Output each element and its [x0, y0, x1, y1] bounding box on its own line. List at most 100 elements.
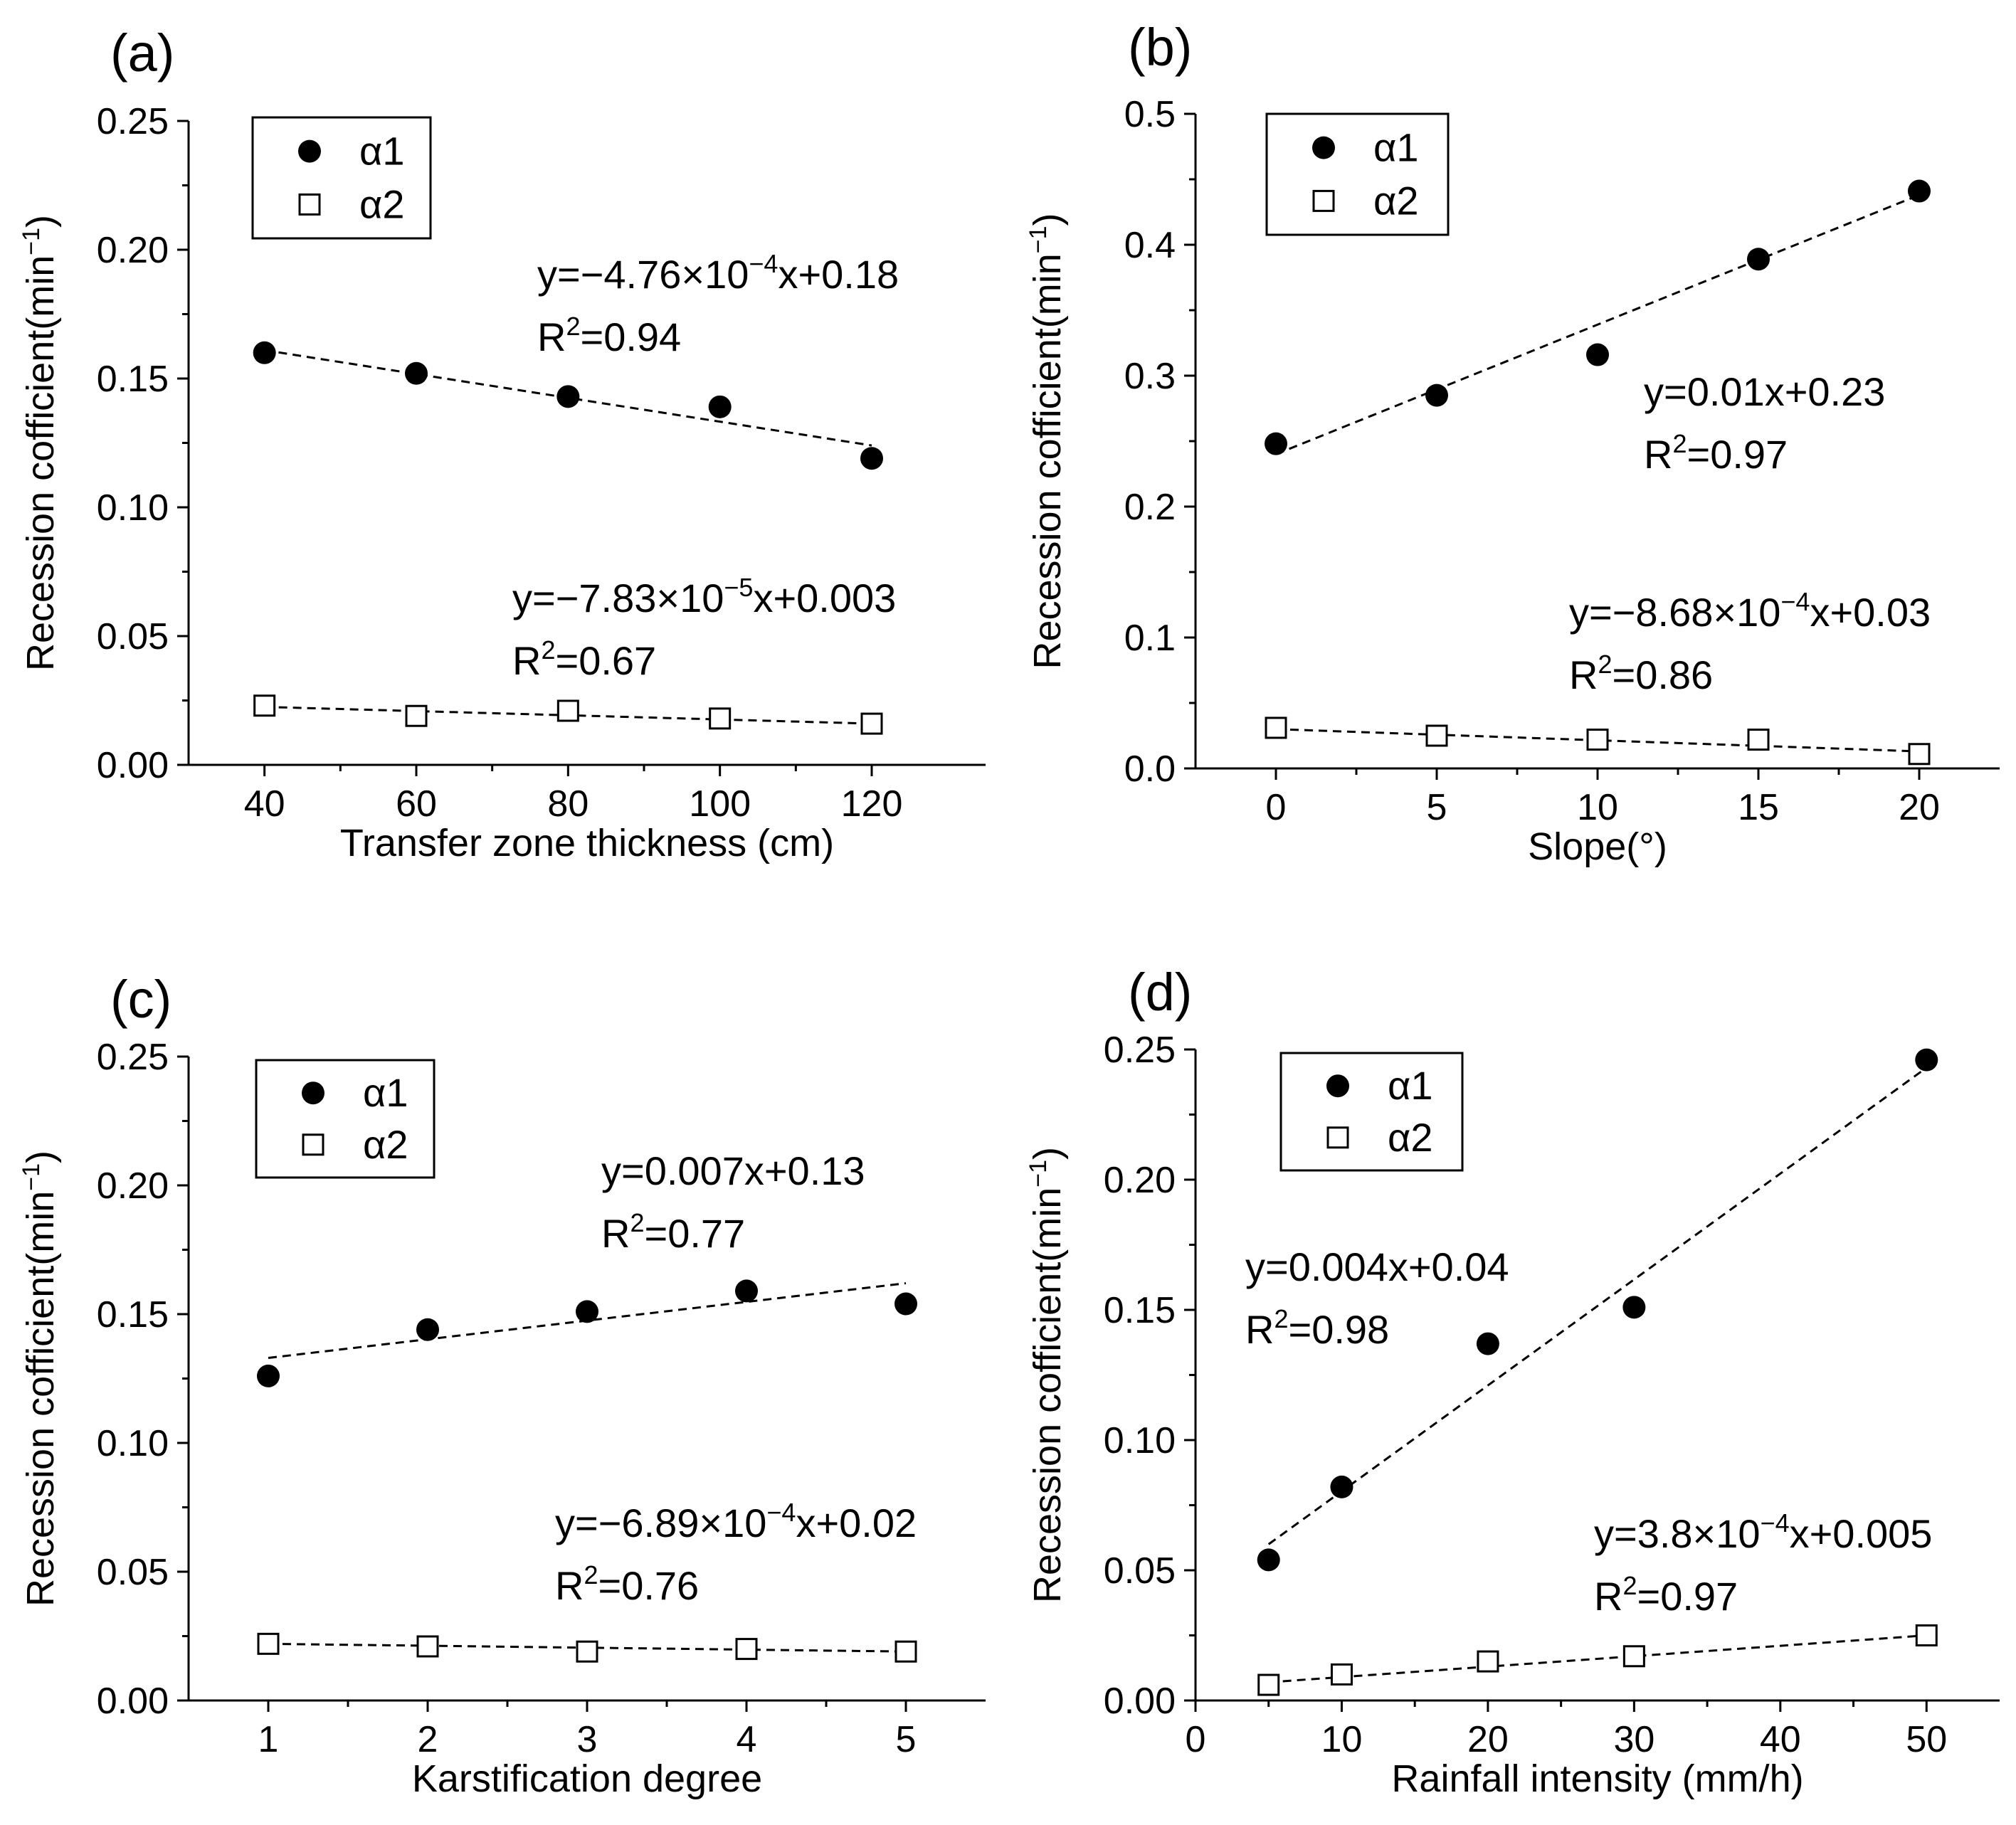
fit-equation-text: y=−6.89×10: [555, 1501, 766, 1545]
x-tick-label: 0: [1266, 787, 1287, 828]
data-point-square: [1330, 1663, 1353, 1686]
fit-equation: y=−4.76×10−4x+0.18: [537, 249, 899, 297]
data-point-circle: [1586, 343, 1609, 366]
fit-equation-tail: x+0.02: [796, 1501, 917, 1545]
r-squared-exponent: 2: [1672, 429, 1687, 458]
y-axis-title-close: ): [1026, 1147, 1069, 1160]
data-point-circle: [1622, 1296, 1646, 1319]
legend-label: α2: [363, 1122, 408, 1167]
y-axis-title: Recession cofficient(min−1): [1025, 1147, 1069, 1603]
y-axis-title-text: Recession cofficient(min: [19, 1191, 62, 1607]
y-axis-title-close: ): [1026, 213, 1069, 226]
data-point-square: [1425, 724, 1448, 747]
y-tick-label: 0.25: [1104, 1030, 1176, 1071]
r-squared-symbol: R: [555, 1563, 584, 1608]
y-tick-label: 0.2: [1124, 487, 1176, 528]
fit-equation-text: y=−7.83×10: [512, 576, 724, 620]
x-tick-label: 40: [244, 783, 285, 825]
r-squared-exponent: 2: [1622, 1571, 1637, 1600]
fit-equation-exponent: −4: [766, 1498, 796, 1527]
panel-label: (d): [1128, 963, 1192, 1022]
y-axis-title-text: Recession cofficient(min: [1026, 253, 1069, 669]
r-squared-exponent: 2: [541, 635, 555, 665]
fit-r-squared: R2=0.86: [1569, 650, 1713, 697]
y-tick-label: 0.05: [97, 1552, 169, 1593]
y-tick-label: 0.0: [1124, 748, 1176, 790]
y-axis-title-superscript: −1: [1025, 226, 1052, 253]
data-point-square: [1265, 716, 1287, 739]
data-point-circle: [1257, 1548, 1280, 1572]
fit-line: [1275, 194, 1920, 455]
y-tick-label: 0.20: [97, 230, 169, 271]
r-squared-value: =0.67: [555, 638, 656, 683]
legend-marker-filled-circle: [302, 1081, 324, 1105]
panel-label: (a): [110, 23, 174, 83]
r-squared-value: =0.98: [1288, 1307, 1389, 1352]
data-point-circle: [860, 447, 883, 470]
r-squared-symbol: R: [1569, 652, 1598, 697]
y-tick-label: 0.05: [97, 616, 169, 657]
legend-label: α1: [363, 1070, 408, 1115]
r-squared-symbol: R: [512, 638, 541, 683]
data-point-circle: [405, 361, 428, 385]
x-tick-label: 4: [737, 1719, 757, 1760]
fit-equation: y=−8.68×10−4x+0.03: [1569, 587, 1931, 635]
fit-equation-text: y=3.8×10: [1594, 1511, 1761, 1556]
x-tick-label: 3: [577, 1719, 598, 1760]
data-point-circle: [1425, 383, 1448, 407]
fit-equation-exponent: −4: [1780, 587, 1810, 616]
y-axis-title-close: ): [19, 1150, 62, 1163]
x-tick-label: 80: [547, 783, 589, 825]
r-squared-value: =0.77: [644, 1211, 745, 1256]
r-squared-exponent: 2: [630, 1208, 644, 1237]
x-axis-title: Slope(°): [1528, 825, 1667, 868]
y-tick-label: 0.20: [1104, 1160, 1176, 1201]
x-tick-label: 5: [1427, 787, 1447, 828]
fit-r-squared: R2=0.67: [512, 635, 656, 683]
data-point-square: [1915, 1624, 1938, 1646]
r-squared-exponent: 2: [1274, 1304, 1288, 1333]
fit-r-squared: R2=0.76: [555, 1560, 699, 1608]
data-point-circle: [894, 1292, 917, 1316]
r-squared-symbol: R: [1245, 1307, 1274, 1352]
fit-equation-text: y=0.007x+0.13: [601, 1148, 865, 1193]
r-squared-value: =0.97: [1637, 1574, 1738, 1619]
fit-equation: y=0.01x+0.23: [1644, 369, 1885, 414]
x-tick-label: 60: [396, 783, 437, 825]
r-squared-symbol: R: [1644, 432, 1672, 477]
fit-equation-exponent: −5: [724, 573, 753, 602]
chart-panel-a: (a) 0.00 0.05 0.10 0.15 0.20 0.25 40 60 80 100 120T…: [18, 23, 986, 864]
y-axis-title: Recession cofficient(min−1): [1025, 213, 1069, 670]
fit-line: [1275, 728, 1920, 753]
r-squared-value: =0.94: [580, 314, 681, 359]
y-tick-label: 0.4: [1124, 225, 1176, 266]
y-tick-label: 0.10: [97, 1423, 169, 1464]
fit-r-squared: R2=0.98: [1245, 1304, 1389, 1352]
data-point-circle: [1265, 432, 1287, 455]
legend-label: α2: [359, 181, 405, 226]
y-axis-title-text: Recession cofficient(min: [19, 255, 62, 671]
panel-label: (c): [110, 970, 171, 1029]
r-squared-symbol: R: [601, 1211, 630, 1256]
x-tick-label: 2: [418, 1719, 438, 1760]
y-tick-label: 0.5: [1124, 94, 1176, 135]
fit-equation-exponent: −4: [749, 249, 778, 278]
y-tick-label: 0.3: [1124, 356, 1176, 397]
fit-equation-tail: x+0.005: [1790, 1511, 1933, 1556]
y-tick-label: 0.10: [97, 487, 169, 529]
data-point-square: [1747, 729, 1770, 751]
y-axis-title: Recession cofficient(min−1): [18, 215, 62, 671]
fit-equation-text: y=−8.68×10: [1569, 590, 1780, 635]
y-tick-label: 0.00: [1104, 1681, 1176, 1722]
data-point-square: [860, 712, 883, 735]
x-tick-label: 5: [896, 1719, 917, 1760]
legend-marker-filled-circle: [1312, 136, 1335, 159]
chart-panel-d: (d) 0.00 0.05 0.10 0.15 0.20 0.25 0 10 20 30 40 50 Ra…: [1025, 963, 2000, 1800]
y-tick-label: 0.15: [1104, 1290, 1176, 1331]
fit-equation-tail: x+0.03: [1810, 590, 1931, 635]
y-axis-title-superscript: −1: [18, 1163, 45, 1191]
data-point-circle: [556, 385, 580, 408]
y-tick-label: 0.20: [97, 1165, 169, 1207]
r-squared-exponent: 2: [566, 312, 580, 341]
